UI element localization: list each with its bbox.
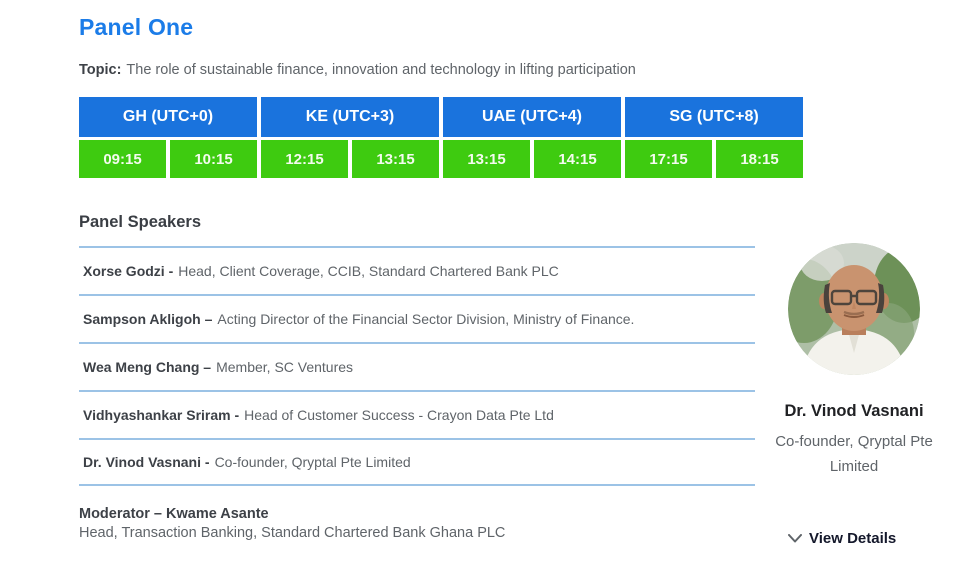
- speaker-row: Xorse Godzi - Head, Client Coverage, CCIB…: [79, 246, 755, 294]
- view-details-button[interactable]: View Details: [788, 530, 896, 547]
- speaker-name: Vidhyashankar Sriram -: [83, 407, 240, 423]
- schedule-header-cell: GH (UTC+0): [79, 97, 257, 137]
- speaker-row: Vidhyashankar Sriram - Head of Customer S…: [79, 390, 755, 438]
- profile-role: Co-founder, Qryptal Pte Limited: [775, 433, 933, 475]
- speaker-name: Sampson Akligoh –: [83, 311, 213, 327]
- speaker-profile-card: Dr. Vinod Vasnani Co-founder, Qryptal Pt…: [758, 243, 950, 479]
- topic-text: The role of sustainable finance, innovat…: [126, 62, 636, 78]
- speaker-role: Member, SC Ventures: [216, 359, 354, 375]
- speaker-row: Sampson Akligoh – Acting Director of the …: [79, 294, 755, 342]
- portrait-photo-icon: [788, 243, 920, 375]
- schedule-time-cell: 10:15: [170, 140, 257, 178]
- view-details-label: View Details: [809, 530, 897, 547]
- schedule-header-cell: UAE (UTC+4): [443, 97, 621, 137]
- speaker-list: Xorse Godzi - Head, Client Coverage, CCIB…: [79, 246, 755, 486]
- schedule-header-cell: KE (UTC+3): [261, 97, 439, 137]
- schedule-header-cell: SG (UTC+8): [625, 97, 803, 137]
- schedule-time-cell: 17:15: [625, 140, 712, 178]
- schedule-time-cell: 13:15: [352, 140, 439, 178]
- avatar: [788, 243, 920, 375]
- topic-line: Topic: The role of sustainable finance, i…: [79, 62, 636, 78]
- schedule-time-cell: 12:15: [261, 140, 348, 178]
- schedule-time-cell: 18:15: [716, 140, 803, 178]
- schedule-time-cell: 13:15: [443, 140, 530, 178]
- topic-label: Topic:: [79, 62, 122, 78]
- chevron-down-icon: [788, 534, 802, 543]
- speaker-name: Xorse Godzi -: [83, 263, 174, 279]
- speaker-role: Co-founder, Qryptal Pte Limited: [214, 454, 411, 470]
- speaker-role: Head of Customer Success - Crayon Data P…: [244, 407, 554, 423]
- speaker-name: Wea Meng Chang –: [83, 359, 212, 375]
- moderator-role: Head, Transaction Banking, Standard Char…: [79, 525, 506, 541]
- moderator-name: Moderator – Kwame Asante: [79, 506, 269, 522]
- schedule-time-cell: 09:15: [79, 140, 166, 178]
- speaker-row: Wea Meng Chang – Member, SC Ventures: [79, 342, 755, 390]
- speaker-role: Acting Director of the Financial Sector …: [217, 311, 635, 327]
- panel-speakers-heading: Panel Speakers: [79, 213, 201, 231]
- moderator-block: Moderator – Kwame Asante Head, Transacti…: [79, 505, 505, 543]
- profile-name: Dr. Vinod Vasnani: [784, 402, 924, 420]
- speaker-row: Dr. Vinod Vasnani - Co-founder, Qryptal P…: [79, 438, 755, 486]
- schedule-time-cell: 14:15: [534, 140, 621, 178]
- timezone-schedule-table: GH (UTC+0) KE (UTC+3) UAE (UTC+4) SG (UTC+8…: [79, 97, 803, 178]
- page-title: Panel One: [79, 14, 194, 40]
- speaker-role: Head, Client Coverage, CCIB, Standard Ch…: [178, 263, 559, 279]
- speaker-name: Dr. Vinod Vasnani -: [83, 454, 210, 470]
